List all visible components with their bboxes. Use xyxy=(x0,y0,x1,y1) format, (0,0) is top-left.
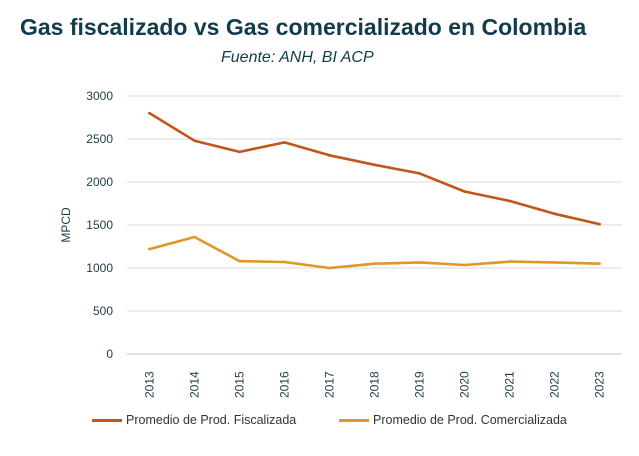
y-tick-label: 3000 xyxy=(86,89,113,103)
data-point-fiscalizada xyxy=(598,222,601,226)
data-point-fiscalizada xyxy=(373,163,376,167)
y-tick-label: 2000 xyxy=(86,175,113,189)
legend-item-comercializada: Promedio de Prod. Comercializada xyxy=(339,413,567,427)
data-point-comercializada xyxy=(238,259,241,263)
data-point-fiscalizada xyxy=(553,212,556,216)
x-tick-label: 2015 xyxy=(233,371,247,398)
data-point-comercializada xyxy=(283,260,286,264)
x-tick-label: 2020 xyxy=(458,371,472,398)
y-tick-label: 2500 xyxy=(86,132,113,146)
data-point-comercializada xyxy=(193,235,196,239)
data-point-comercializada xyxy=(508,260,511,263)
y-tick-label: 0 xyxy=(106,347,113,361)
x-tick-label: 2014 xyxy=(188,371,202,398)
x-tick-label: 2016 xyxy=(278,371,292,398)
y-tick-label: 500 xyxy=(93,304,113,318)
data-point-fiscalizada xyxy=(283,141,286,144)
data-point-comercializada xyxy=(328,266,331,270)
x-tick-label: 2019 xyxy=(413,371,427,398)
x-axis-ticks: 2013 2014 2015 2016 2017 2018 2019 2020 2021 2022… xyxy=(143,371,607,398)
data-point-fiscalizada xyxy=(418,172,421,175)
legend-swatch-comercializada xyxy=(339,418,369,422)
x-tick-label: 2018 xyxy=(368,371,382,398)
data-point-comercializada xyxy=(598,262,601,266)
y-axis-label: MPCD xyxy=(59,207,73,243)
grid-lines xyxy=(127,95,622,312)
legend: Promedio de Prod. Fiscalizada Promedio d… xyxy=(0,413,639,437)
x-tick-label: 2022 xyxy=(548,371,562,398)
data-point-comercializada xyxy=(463,263,466,267)
data-point-fiscalizada xyxy=(328,154,331,157)
y-axis-ticks: 0 500 1000 1500 2000 2500 3000 xyxy=(86,89,113,361)
series-lines xyxy=(148,111,601,270)
data-point-comercializada xyxy=(148,247,151,251)
legend-label-comercializada: Promedio de Prod. Comercializada xyxy=(373,413,567,427)
x-tick-label: 2013 xyxy=(143,371,157,398)
data-point-fiscalizada xyxy=(193,139,196,143)
legend-label-fiscalizada: Promedio de Prod. Fiscalizada xyxy=(126,413,297,427)
x-tick-label: 2023 xyxy=(593,371,607,398)
x-tick-label: 2021 xyxy=(503,371,517,398)
data-point-comercializada xyxy=(553,261,556,264)
data-point-fiscalizada xyxy=(238,150,241,154)
data-point-comercializada xyxy=(418,261,421,264)
y-tick-label: 1000 xyxy=(86,261,113,275)
x-tick-label: 2017 xyxy=(323,371,337,398)
chart-subtitle: Fuente: ANH, BI ACP xyxy=(221,49,374,66)
data-point-comercializada xyxy=(373,262,376,266)
series-line-fiscalizada xyxy=(148,111,601,226)
data-point-fiscalizada xyxy=(463,190,466,193)
data-point-fiscalizada xyxy=(508,199,511,203)
legend-swatch-fiscalizada xyxy=(92,418,122,422)
chart-title: Gas fiscalizado vs Gas comercializado en… xyxy=(20,14,587,40)
data-point-fiscalizada xyxy=(148,111,151,115)
legend-item-fiscalizada: Promedio de Prod. Fiscalizada xyxy=(92,413,296,427)
y-tick-label: 1500 xyxy=(86,218,113,232)
